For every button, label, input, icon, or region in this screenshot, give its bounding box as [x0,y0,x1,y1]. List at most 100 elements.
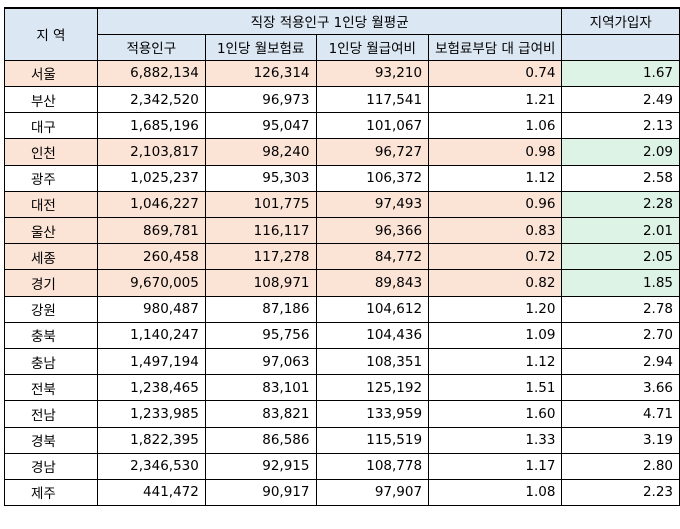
benefit-cell: 96,366 [315,216,430,245]
table-row: 대전 1,046,227 101,775 97,493 0.96 2.28 [4,190,680,219]
premium-cell: 98,240 [204,138,317,166]
local-ratio-cell: 2.01 [561,216,680,245]
premium-cell: 126,314 [204,59,317,88]
population-cell: 1,497,194 [96,347,206,376]
region-cell: 서울 [4,59,98,88]
benefit-cell: 97,493 [315,190,430,219]
region-cell: 전남 [4,400,98,428]
population-cell: 869,781 [96,216,206,245]
population-cell: 2,346,530 [96,452,206,480]
header-region: 지 역 [4,6,98,61]
premium-cell: 95,047 [204,112,317,140]
ratio-cell: 1.33 [428,426,563,454]
population-cell: 1,046,227 [96,190,206,219]
header-col-pop: 적용인구 [96,33,206,61]
local-ratio-cell: 2.78 [561,295,680,323]
population-cell: 9,670,005 [96,269,206,297]
region-cell: 인천 [4,138,98,166]
table-row: 경기 9,670,005 108,971 89,843 0.82 1.85 [4,269,680,297]
population-cell: 1,685,196 [96,112,206,140]
header-group: 직장 적용인구 1인당 월평균 [96,6,563,35]
table-row: 대구 1,685,196 95,047 101,067 1.06 2.13 [4,112,680,140]
region-cell: 강원 [4,295,98,323]
region-cell: 충북 [4,321,98,349]
region-cell: 경기 [4,269,98,297]
benefit-cell: 117,541 [315,86,430,114]
ratio-cell: 1.12 [428,347,563,376]
premium-cell: 83,101 [204,374,317,402]
local-ratio-cell: 2.70 [561,321,680,349]
benefit-cell: 125,192 [315,374,430,402]
header-col-local-bottom [561,33,680,61]
benefit-cell: 104,612 [315,295,430,323]
benefit-cell: 108,778 [315,452,430,480]
premium-cell: 108,971 [204,269,317,297]
benefit-cell: 108,351 [315,347,430,376]
premium-cell: 92,915 [204,452,317,480]
local-ratio-cell: 3.66 [561,374,680,402]
header-col-ratio: 보험료부담 대 급여비 [428,33,563,61]
ratio-cell: 1.51 [428,374,563,402]
population-cell: 1,025,237 [96,164,206,192]
insurance-table: 지 역 직장 적용인구 1인당 월평균 지역가입자 적용인구 1인당 월보험료 … [4,6,680,507]
local-ratio-cell: 2.94 [561,347,680,376]
benefit-cell: 115,519 [315,426,430,454]
premium-cell: 87,186 [204,295,317,323]
benefit-cell: 97,907 [315,478,430,507]
benefit-cell: 133,959 [315,400,430,428]
benefit-cell: 96,727 [315,138,430,166]
premium-cell: 86,586 [204,426,317,454]
local-ratio-cell: 2.80 [561,452,680,480]
premium-cell: 95,303 [204,164,317,192]
ratio-cell: 1.60 [428,400,563,428]
table-row: 부산 2,342,520 96,973 117,541 1.21 2.49 [4,86,680,114]
region-cell: 경북 [4,426,98,454]
premium-cell: 95,756 [204,321,317,349]
ratio-cell: 0.82 [428,269,563,297]
benefit-cell: 84,772 [315,243,430,271]
data-table-container: 지 역 직장 적용인구 1인당 월평균 지역가입자 적용인구 1인당 월보험료 … [4,6,680,507]
premium-cell: 83,821 [204,400,317,428]
population-cell: 980,487 [96,295,206,323]
ratio-cell: 0.72 [428,243,563,271]
population-cell: 1,822,395 [96,426,206,454]
benefit-cell: 106,372 [315,164,430,192]
header-col-benefit: 1인당 월급여비 [315,33,430,61]
region-cell: 대전 [4,190,98,219]
ratio-cell: 1.06 [428,112,563,140]
local-ratio-cell: 2.28 [561,190,680,219]
local-ratio-cell: 2.23 [561,478,680,507]
premium-cell: 101,775 [204,190,317,219]
benefit-cell: 93,210 [315,59,430,88]
local-ratio-cell: 2.09 [561,138,680,166]
region-cell: 대구 [4,112,98,140]
local-ratio-cell: 2.13 [561,112,680,140]
table-row: 전북 1,238,465 83,101 125,192 1.51 3.66 [4,374,680,402]
ratio-cell: 0.98 [428,138,563,166]
header-local-top: 지역가입자 [561,6,680,35]
region-cell: 부산 [4,86,98,114]
table-row: 광주 1,025,237 95,303 106,372 1.12 2.58 [4,164,680,192]
region-cell: 충남 [4,347,98,376]
ratio-cell: 1.08 [428,478,563,507]
local-ratio-cell: 1.85 [561,269,680,297]
population-cell: 260,458 [96,243,206,271]
benefit-cell: 89,843 [315,269,430,297]
local-ratio-cell: 1.67 [561,59,680,88]
table-row: 경남 2,346,530 92,915 108,778 1.17 2.80 [4,452,680,480]
table-row: 전남 1,233,985 83,821 133,959 1.60 4.71 [4,400,680,428]
table-row: 서울 6,882,134 126,314 93,210 0.74 1.67 [4,59,680,88]
region-cell: 경남 [4,452,98,480]
premium-cell: 116,117 [204,216,317,245]
local-ratio-cell: 4.71 [561,400,680,428]
region-cell: 울산 [4,216,98,245]
table-row: 충북 1,140,247 95,756 104,436 1.09 2.70 [4,321,680,349]
population-cell: 6,882,134 [96,59,206,88]
table-row: 충남 1,497,194 97,063 108,351 1.12 2.94 [4,347,680,376]
region-cell: 제주 [4,478,98,507]
local-ratio-cell: 2.05 [561,243,680,271]
region-cell: 세종 [4,243,98,271]
benefit-cell: 104,436 [315,321,430,349]
region-cell: 전북 [4,374,98,402]
table-row: 인천 2,103,817 98,240 96,727 0.98 2.09 [4,138,680,166]
